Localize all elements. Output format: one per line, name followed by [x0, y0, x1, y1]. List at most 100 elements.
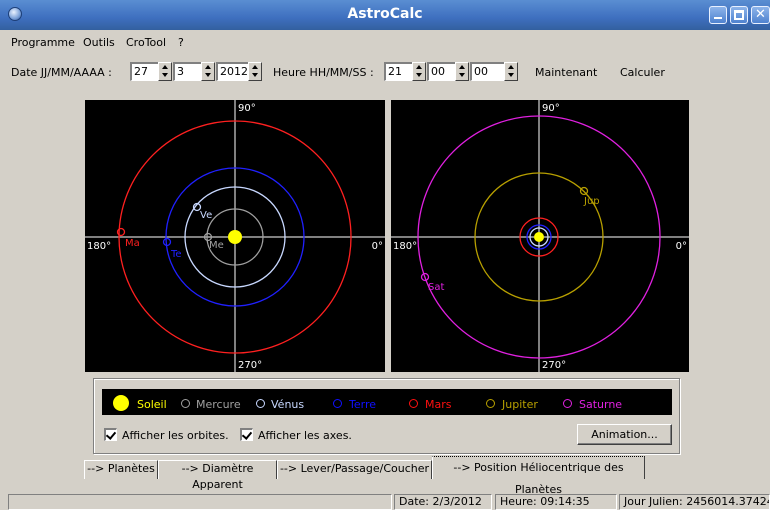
menu-label: Outils [83, 36, 115, 49]
window-title: AstroCalc [347, 6, 423, 22]
menu-label: CroTool [126, 36, 167, 49]
up-arrow-icon [459, 65, 465, 69]
jupiter-marker [579, 186, 589, 196]
earth-label: Te [170, 249, 182, 260]
menu-outils[interactable]: Outils [83, 36, 115, 49]
minimize-button[interactable] [709, 6, 727, 24]
sun-marker [534, 232, 544, 242]
outer-planets-plot: Jup Sat 90° 180° 0° 270° [391, 100, 689, 372]
down-arrow-icon [508, 73, 514, 77]
hour-field[interactable]: 21 [384, 62, 416, 81]
tab-diametre-apparent[interactable]: --> Diamètre Apparent [158, 460, 277, 491]
tab-position-heliocentrique[interactable]: --> Position Héliocentrique des Planètes [432, 456, 645, 496]
sun-marker [228, 230, 242, 244]
down-arrow-icon [205, 73, 211, 77]
close-button[interactable]: ✕ [751, 6, 770, 24]
earth-orbit [526, 224, 552, 250]
menu-programme[interactable]: Programme [11, 36, 75, 49]
mercury-marker [203, 232, 213, 242]
venus-legend-icon [256, 399, 265, 408]
menu-bar [0, 30, 770, 54]
minute-spinner[interactable] [455, 62, 469, 81]
jupiter-orbit [474, 172, 604, 302]
legend-saturn: Saturne [579, 398, 623, 411]
inner-orbits-svg: Ma Te Ve Me 90° 180° 0° 270° [85, 100, 385, 372]
options-group [93, 378, 680, 454]
close-icon: ✕ [755, 7, 766, 22]
mercury-orbit [206, 208, 264, 266]
mercury-label: Me [209, 240, 224, 251]
venus-label: Ve [200, 210, 212, 221]
show-orbits-label: Afficher les orbites. [122, 429, 229, 442]
down-arrow-icon [416, 73, 422, 77]
saturn-marker [420, 272, 430, 282]
show-axes-checkbox[interactable] [240, 428, 253, 441]
mercury-legend-icon [181, 399, 190, 408]
year-spinner[interactable] [248, 62, 262, 81]
legend-jupiter: Jupiter [502, 398, 538, 411]
earth-orbit [165, 167, 305, 307]
legend-mercury: Mercure [196, 398, 241, 411]
menu-label: Programme [11, 36, 75, 49]
minute-field[interactable]: 00 [427, 62, 459, 81]
mars-orbit [118, 120, 352, 354]
day-spinner[interactable] [158, 62, 172, 81]
legend-earth: Terre [349, 398, 376, 411]
status-julian-day: Jour Julien: 2456014.37424769 [619, 494, 770, 510]
axis-label-0: 0° [372, 241, 383, 252]
legend-sun: Soleil [137, 398, 167, 411]
jupiter-label: Jup [583, 196, 600, 207]
mars-marker [116, 227, 126, 237]
mars-orbit [519, 217, 559, 257]
saturn-orbit [417, 115, 661, 359]
down-arrow-icon [459, 73, 465, 77]
menu-label: ? [178, 36, 184, 49]
tab-lever-passage-coucher[interactable]: --> Lever/Passage/Coucher [277, 460, 432, 479]
second-spinner[interactable] [504, 62, 518, 81]
status-panel-empty [8, 494, 392, 510]
legend-mars: Mars [425, 398, 452, 411]
status-date: Date: 2/3/2012 [394, 494, 492, 510]
legend-bar [102, 389, 672, 415]
menu-help[interactable]: ? [178, 36, 184, 49]
status-time: Heure: 09:14:35 [495, 494, 617, 510]
up-arrow-icon [162, 65, 168, 69]
down-arrow-icon [162, 73, 168, 77]
menu-crotool[interactable]: CroTool [126, 36, 166, 49]
up-arrow-icon [252, 65, 258, 69]
saturn-legend-icon [563, 399, 572, 408]
show-orbits-checkbox[interactable] [104, 428, 117, 441]
now-button[interactable]: Maintenant [535, 66, 598, 79]
sun-legend-icon [113, 395, 129, 411]
outer-orbits-svg: Jup Sat 90° 180° 0° 270° [391, 100, 689, 372]
axis-label-270: 270° [238, 360, 262, 371]
date-label: Date JJ/MM/AAAA : [11, 66, 112, 79]
earth-marker [162, 237, 172, 247]
venus-orbit [529, 227, 549, 247]
mars-legend-icon [409, 399, 418, 408]
axis-label-270: 270° [542, 360, 566, 371]
month-spinner[interactable] [201, 62, 215, 81]
tab-planetes[interactable]: --> Planètes [84, 460, 158, 479]
hour-spinner[interactable] [412, 62, 426, 81]
up-arrow-icon [508, 65, 514, 69]
app-icon[interactable] [8, 7, 22, 21]
jupiter-legend-icon [486, 399, 495, 408]
legend-venus: Vénus [271, 398, 305, 411]
animation-button[interactable]: Animation... [577, 424, 672, 445]
axis-label-90: 90° [542, 103, 560, 114]
year-field[interactable]: 2012 [216, 62, 252, 81]
up-arrow-icon [416, 65, 422, 69]
show-axes-label: Afficher les axes. [258, 429, 352, 442]
axis-label-0: 0° [676, 241, 687, 252]
maximize-button[interactable] [730, 6, 748, 24]
day-field[interactable]: 27 [130, 62, 162, 81]
title-bar [0, 0, 770, 30]
axis-label-180: 180° [87, 241, 111, 252]
venus-orbit [184, 186, 286, 288]
saturn-label: Sat [428, 282, 444, 293]
time-label: Heure HH/MM/SS : [273, 66, 374, 79]
down-arrow-icon [252, 73, 258, 77]
axis-label-180: 180° [393, 241, 417, 252]
calculate-button[interactable]: Calculer [620, 66, 665, 79]
